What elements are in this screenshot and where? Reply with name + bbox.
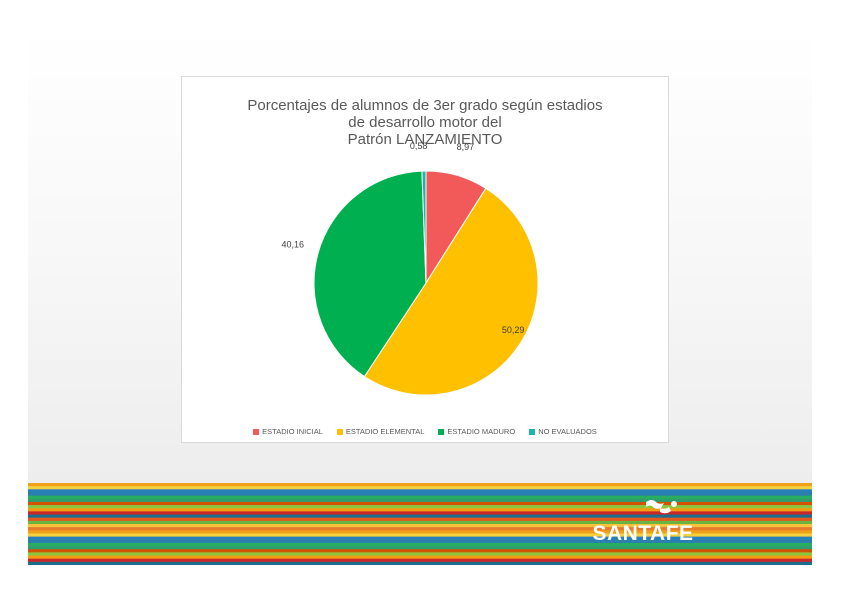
stripe-band [28, 517, 812, 522]
stripe-band [28, 533, 812, 538]
chart-title-line-2: de desarrollo motor del [348, 114, 502, 131]
stripe-band [28, 486, 812, 490]
data-label-maduro: 40,16 [281, 239, 304, 249]
pie-slice-no-evaluados [421, 170, 427, 284]
stripe-band [28, 520, 812, 525]
stripe-band [28, 558, 812, 563]
legend-item-maduro: ESTADIO MADURO [438, 427, 515, 436]
stripe-band [28, 527, 812, 531]
stripe-band [28, 552, 812, 557]
chart-area: Porcentajes de alumnos de 3er grado segú… [181, 76, 669, 443]
chart-title-line-3: Patrón LANZAMIENTO [347, 131, 503, 148]
stripe-band [28, 524, 812, 528]
pie-chart: 8,97 50,29 40,16 0,58 [281, 141, 539, 396]
stripe-band [28, 505, 812, 509]
logo-text: SANTAFE [592, 522, 694, 545]
data-label-elemental: 50,29 [502, 325, 525, 335]
stripe-band [28, 483, 812, 487]
stripe-band [28, 530, 812, 535]
legend-item-no-evaluados: NO EVALUADOS [529, 427, 597, 436]
legend-label-maduro: ESTADIO MADURO [447, 427, 516, 436]
santafe-logo: SANTAFE [588, 498, 698, 548]
stripe-band [28, 501, 812, 506]
legend-swatch-no-evaluados [529, 428, 536, 435]
chart-title: Porcentajes de alumnos de 3er grado segú… [182, 97, 668, 148]
stripe-band [28, 542, 812, 547]
decorative-stripes [28, 483, 812, 565]
data-label-no-evaluados: 0,58 [410, 141, 428, 151]
slide: Porcentajes de alumnos de 3er grado segú… [28, 28, 812, 565]
stripe-band [28, 561, 812, 565]
stripe-band [28, 539, 812, 544]
data-label-inicial: 8,97 [457, 142, 475, 152]
legend: ESTADIO INICIAL ESTADIO ELEMENTAL ESTADI… [182, 427, 668, 436]
logo-figure-icon [646, 500, 677, 514]
stripe-band [28, 498, 812, 503]
stripe-band [28, 514, 812, 519]
stripe-band [28, 555, 812, 560]
legend-swatch-elemental [336, 428, 343, 435]
stripe-band [28, 508, 812, 512]
legend-swatch-maduro [438, 428, 445, 435]
legend-label-elemental: ESTADIO ELEMENTAL [345, 427, 425, 436]
legend-label-no-evaluados: NO EVALUADOS [538, 427, 597, 436]
pie-slice-elemental [363, 187, 539, 396]
stripe-band [28, 495, 812, 500]
stripe-band [28, 536, 812, 541]
chart-title-line-1: Porcentajes de alumnos de 3er grado segú… [247, 97, 603, 114]
stripe-band [28, 511, 812, 516]
legend-item-elemental: ESTADIO ELEMENTAL [336, 427, 425, 436]
legend-item-inicial: ESTADIO INICIAL [253, 427, 323, 436]
stripe-band [28, 546, 812, 550]
pie-slice-maduro [313, 170, 427, 378]
legend-swatch-inicial [253, 428, 260, 435]
stripe-band [28, 489, 812, 494]
stripe-band [28, 492, 812, 497]
legend-label-inicial: ESTADIO INICIAL [262, 427, 323, 436]
stripe-band [28, 549, 812, 553]
